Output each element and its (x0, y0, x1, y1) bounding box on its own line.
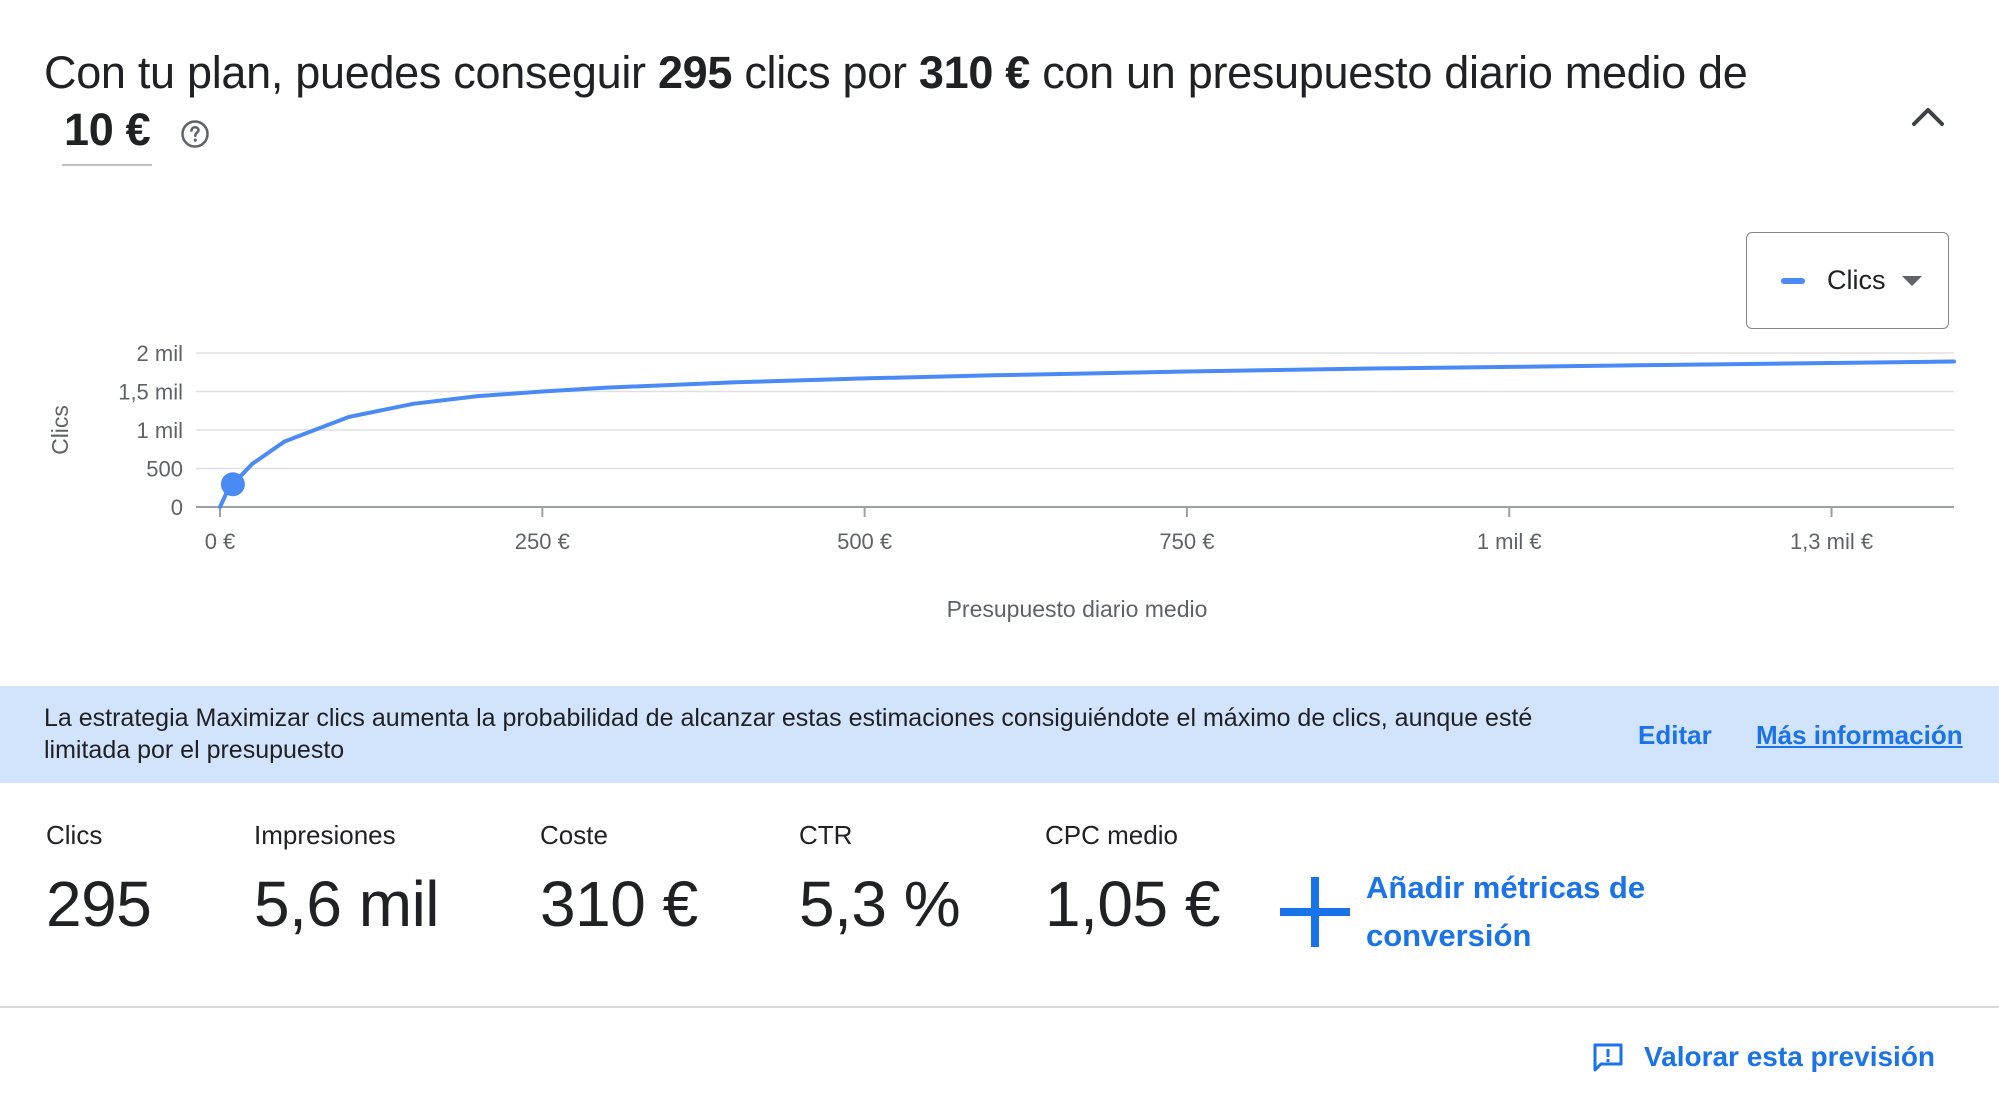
series-line-clics (218, 359, 1956, 509)
section-divider (0, 1006, 1999, 1008)
daily-budget-value[interactable]: 10 € (62, 101, 153, 166)
rate-forecast-button[interactable]: Valorar esta previsión (1592, 1041, 1935, 1073)
metric-value: 295 (46, 868, 152, 940)
x-tick-label: 500 € (837, 529, 892, 554)
strategy-info-banner: La estrategia Maximizar clics aumenta la… (0, 686, 1999, 783)
x-tick-label: 250 € (515, 529, 570, 554)
metric-clicks: Clics 295 (46, 820, 152, 941)
headline-line-1: Con tu plan, puedes conseguir 295 clics … (44, 44, 1844, 101)
x-tick-label: 750 € (1159, 529, 1214, 554)
metric-label: Impresiones (254, 820, 396, 850)
clicks-budget-chart: 0 500 1 mil 1,5 mil 2 mil 0 € 250 € 500 € 750 €… (47, 341, 1956, 622)
plus-icon (1280, 877, 1350, 947)
y-tick-label: 1 mil (137, 418, 183, 443)
y-axis-title: Clics (47, 405, 73, 455)
metric-label: Clics (46, 820, 103, 850)
chart-metric-dropdown[interactable]: Clics (1746, 232, 1949, 329)
metric-ctr: CTR 5,3 % (799, 820, 961, 941)
more-info-link[interactable]: Más información (1756, 720, 1963, 750)
headline-line-2: 10 € (44, 101, 1844, 166)
headline-cost-value: 310 € (918, 47, 1030, 98)
metric-value: 5,3 % (799, 868, 961, 940)
headline-text-2: clics por (732, 47, 919, 98)
x-axis-ticks: 0 € 250 € 500 € 750 € 1 mil € 1,3 mil € (205, 507, 1873, 554)
metric-avg-cpc: CPC medio 1,05 € (1045, 820, 1220, 941)
collapse-chevron-up-icon[interactable] (1906, 96, 1950, 140)
x-tick-label: 1 mil € (1477, 529, 1542, 554)
current-budget-point (220, 472, 245, 497)
y-tick-label: 500 (146, 457, 183, 482)
y-tick-label: 0 (171, 495, 183, 520)
x-tick-label: 1,3 mil € (1790, 529, 1873, 554)
metric-label: Coste (540, 820, 608, 850)
y-axis-ticks: 0 500 1 mil 1,5 mil 2 mil (118, 341, 183, 520)
chart-gridlines (196, 352, 1954, 470)
rate-forecast-label: Valorar esta previsión (1644, 1041, 1936, 1072)
y-tick-label: 2 mil (137, 341, 183, 366)
headline-clicks-value: 295 (657, 47, 733, 98)
feedback-icon (1593, 1043, 1623, 1072)
strategy-info-text: La estrategia Maximizar clics aumenta la… (44, 704, 1533, 764)
edit-strategy-link[interactable]: Editar (1638, 720, 1712, 750)
metric-label: CPC medio (1045, 820, 1178, 850)
metric-label: CTR (799, 820, 853, 850)
dropdown-caret-icon (1901, 275, 1922, 286)
headline-text-3: con un presupuesto diario medio de (1030, 47, 1748, 98)
metrics-summary: Clics 295 Impresiones 5,6 mil Coste 310 … (0, 820, 1999, 1000)
add-conversion-metrics-label: Añadir métricas de conversión (1366, 870, 1646, 953)
metric-value: 310 € (540, 868, 698, 940)
y-tick-label: 1,5 mil (118, 380, 183, 405)
forecast-headline: Con tu plan, puedes conseguir 295 clics … (44, 44, 1844, 166)
x-tick-label: 0 € (205, 529, 236, 554)
x-axis-title: Presupuesto diario medio (947, 596, 1208, 622)
series-color-swatch (1781, 277, 1805, 284)
metric-value: 5,6 mil (254, 868, 440, 940)
chart-metric-selected: Clics (1827, 265, 1886, 295)
metric-value: 1,05 € (1045, 868, 1220, 940)
help-icon[interactable] (180, 119, 210, 149)
metric-impressions: Impresiones 5,6 mil (254, 820, 440, 941)
add-conversion-metrics-button[interactable]: Añadir métricas de conversión (1280, 864, 1686, 960)
metric-cost: Coste 310 € (540, 820, 698, 941)
headline-text-1: Con tu plan, puedes conseguir (44, 47, 658, 98)
